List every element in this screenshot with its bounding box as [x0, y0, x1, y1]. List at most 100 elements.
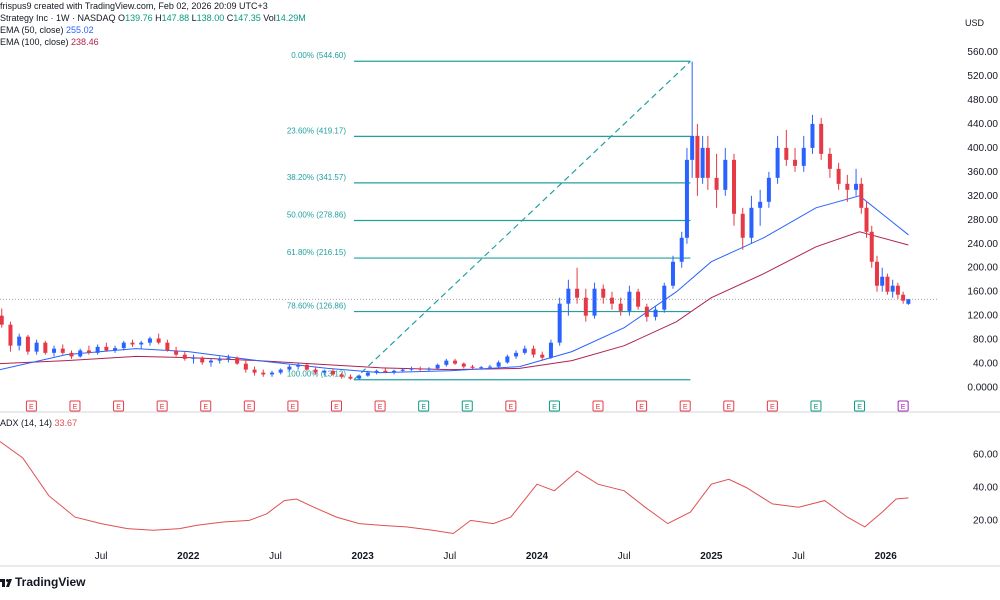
earnings-marker[interactable]: E [287, 400, 299, 412]
earnings-marker-letter: E [683, 404, 688, 411]
earnings-marker-letter: E [726, 404, 731, 411]
candle-body [95, 346, 100, 353]
earnings-marker[interactable]: E [243, 400, 255, 412]
earnings-marker[interactable]: E [766, 400, 778, 412]
adx-legend[interactable]: ADX (14, 14) 33.67 [0, 418, 77, 428]
candle-body [392, 370, 397, 373]
earnings-marker[interactable]: E [461, 400, 473, 412]
earnings-marker[interactable]: E [25, 400, 37, 412]
earnings-marker-box [723, 400, 735, 412]
adx-label: ADX (14, 14) [0, 418, 53, 428]
price-tick-label: 320.00 [967, 191, 998, 202]
fib-trend-line [353, 60, 691, 381]
candle-body [121, 342, 126, 349]
earnings-marker[interactable]: E [548, 400, 560, 412]
candle-body [880, 276, 885, 286]
price-tick-label: 120.00 [967, 311, 998, 322]
earnings-marker[interactable]: E [200, 400, 212, 412]
candle-body [906, 299, 911, 304]
candle-body [766, 177, 771, 202]
candle-body [869, 231, 874, 262]
candle-body [8, 324, 13, 346]
earnings-marker[interactable]: E [374, 400, 386, 412]
candle-body [859, 183, 864, 208]
adx-line [0, 441, 909, 535]
symbol-name: Strategy Inc · 1W · NASDAQ [0, 13, 116, 23]
candle-body [557, 303, 562, 343]
candle-body [426, 368, 431, 370]
earnings-marker-box [25, 400, 37, 412]
candle-body [592, 288, 597, 316]
candle-body [113, 348, 118, 351]
candle-body [69, 352, 74, 357]
price-tick-label: 560.00 [967, 47, 998, 58]
price-tick-label: 440.00 [967, 119, 998, 130]
earnings-marker[interactable]: E [592, 400, 604, 412]
earnings-marker-letter: E [160, 404, 165, 411]
tradingview-brand[interactable]: TradingView [0, 575, 85, 589]
candle-body [801, 147, 806, 166]
fib-level-label: 23.60% (419.17) [287, 126, 346, 135]
candle-body [540, 354, 545, 358]
time-axis-label: Jul [95, 551, 108, 562]
earnings-marker[interactable]: E [854, 400, 866, 412]
candle-body [174, 350, 179, 355]
ema50-value: 255.02 [66, 25, 94, 35]
earnings-marker-box [418, 400, 430, 412]
candle-body [522, 348, 527, 353]
earnings-marker[interactable]: E [69, 400, 81, 412]
price-tick-label: 400.00 [967, 143, 998, 154]
symbol-line: Strategy Inc · 1W · NASDAQ O139.76 H147.… [0, 12, 306, 24]
candle-body [618, 303, 623, 311]
earnings-marker-letter: E [421, 404, 426, 411]
candle-body [418, 368, 423, 370]
earnings-marker-box [592, 400, 604, 412]
candle-body [374, 370, 379, 373]
time-axis-label: Jul [269, 551, 282, 562]
candle-body [339, 374, 344, 377]
earnings-marker-letter: E [73, 404, 78, 411]
candle-body [365, 372, 370, 376]
ema100-legend[interactable]: EMA (100, close) 238.46 [0, 36, 306, 48]
candle-body [191, 357, 196, 359]
ema100-label: EMA (100, close) [0, 37, 69, 47]
candle-body [304, 364, 309, 370]
fib-level-label: 61.80% (216.15) [287, 248, 346, 257]
price-tick-label: 40.00 [973, 359, 998, 370]
candle-body [810, 123, 815, 148]
ema100-value: 238.46 [71, 37, 99, 47]
earnings-marker[interactable]: E [330, 400, 342, 412]
earnings-marker[interactable]: E [113, 400, 125, 412]
earnings-marker[interactable]: E [723, 400, 735, 412]
earnings-marker-box [156, 400, 168, 412]
candle-body [287, 366, 292, 370]
candle-body [695, 135, 700, 178]
candle-body [670, 261, 675, 286]
earnings-marker[interactable]: E [418, 400, 430, 412]
candle-body [0, 315, 4, 325]
earnings-marker[interactable]: E [156, 400, 168, 412]
ema50-legend[interactable]: EMA (50, close) 255.02 [0, 24, 306, 36]
fib-level-label: 50.00% (278.86) [287, 210, 346, 219]
earnings-marker-letter: E [770, 404, 775, 411]
earnings-marker[interactable]: E [636, 400, 648, 412]
candle-body [505, 356, 510, 363]
earnings-marker[interactable]: E [897, 400, 909, 412]
candle-body [684, 159, 689, 238]
price-tick-label: 360.00 [967, 167, 998, 178]
earnings-marker[interactable]: E [810, 400, 822, 412]
earnings-marker[interactable]: E [679, 400, 691, 412]
candle-body [25, 336, 30, 352]
earnings-marker-box [679, 400, 691, 412]
candle-body [885, 276, 890, 292]
ohlc-h-value: 147.88 [161, 13, 190, 23]
earnings-marker-box [243, 400, 255, 412]
earnings-marker[interactable]: E [505, 400, 517, 412]
ohlc-c-label: C [226, 13, 234, 23]
candle-body [322, 370, 327, 373]
earnings-marker-letter: E [857, 404, 862, 411]
candle-body [296, 364, 301, 367]
candle-body [784, 147, 789, 160]
earnings-marker-letter: E [814, 404, 819, 411]
